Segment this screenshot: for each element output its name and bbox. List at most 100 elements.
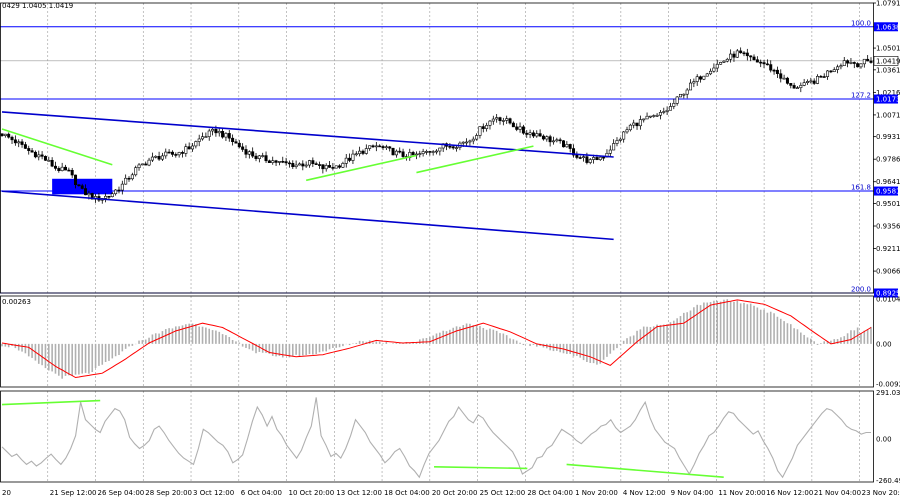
bull-candle — [565, 144, 569, 148]
price-tick-label: 0.9786 — [876, 156, 900, 164]
bull-candle — [344, 157, 348, 164]
bear-candle — [732, 53, 736, 58]
bull-candle — [652, 115, 656, 117]
bear-candle — [371, 145, 375, 148]
bull-candle — [725, 58, 729, 62]
bull-candle — [655, 114, 659, 117]
bull-candle — [414, 153, 418, 156]
macd-header: 0.00263 — [2, 298, 31, 306]
bear-candle — [515, 126, 519, 130]
bear-candle — [64, 166, 68, 171]
price-panel[interactable]: 100.0 127.2 161.8 200.0 — [0, 19, 873, 294]
time-label: 16 Nov 12:00 — [766, 489, 813, 497]
bull-candle — [598, 156, 602, 161]
bear-candle — [33, 151, 37, 158]
bull-candle — [164, 151, 168, 157]
bear-candle — [562, 140, 566, 148]
cci-panel[interactable] — [1, 397, 871, 479]
bull-candle — [672, 103, 676, 107]
price-tick-label: 0.9211 — [876, 245, 900, 253]
bull-candle — [418, 153, 422, 155]
bear-candle — [381, 146, 385, 149]
bull-candle — [491, 118, 495, 122]
cci-tick-label: 0.00 — [876, 435, 892, 443]
bull-candle — [722, 60, 726, 63]
bear-candle — [221, 130, 225, 138]
bull-candle — [505, 118, 509, 121]
bull-candle — [307, 160, 311, 166]
bull-candle — [438, 147, 442, 152]
bear-candle — [541, 135, 545, 140]
bear-candle — [231, 137, 235, 143]
macd-panel[interactable] — [1, 299, 872, 379]
bull-candle — [528, 132, 532, 135]
bull-candle — [689, 82, 693, 91]
bear-candle — [0, 133, 4, 136]
bear-candle — [866, 58, 870, 62]
bear-candle — [13, 139, 17, 144]
bull-candle — [842, 60, 846, 66]
bull-candle — [608, 149, 612, 154]
bear-candle — [789, 83, 793, 86]
bull-candle — [795, 87, 799, 90]
bull-candle — [535, 133, 539, 137]
bull-candle — [207, 130, 211, 137]
bull-candle — [839, 65, 843, 68]
bear-candle — [401, 151, 405, 157]
bear-candle — [525, 132, 529, 135]
bear-candle — [812, 80, 816, 84]
bear-candle — [90, 193, 94, 200]
time-label: 21 Nov 04:00 — [814, 489, 861, 497]
bear-candle — [745, 52, 749, 57]
bull-candle — [358, 150, 362, 155]
macd-tick-label: 0.00 — [876, 340, 892, 348]
bear-candle — [749, 55, 753, 58]
bull-candle — [17, 141, 21, 144]
time-label: 23 Nov 20:00 — [862, 489, 900, 497]
fib-level-label: 127.2 — [851, 92, 871, 100]
bear-candle — [869, 60, 873, 63]
bull-candle — [809, 80, 813, 83]
bull-candle — [211, 129, 215, 132]
bear-candle — [635, 122, 639, 127]
ohlc-header: 0429 1.0405 1.0419 — [2, 2, 73, 10]
bear-candle — [127, 177, 131, 180]
time-label: 28 Oct 04:00 — [527, 489, 573, 497]
price-tick-label: 1.0216 — [876, 89, 900, 97]
bull-candle — [374, 145, 378, 148]
bear-candle — [301, 163, 305, 167]
bull-candle — [518, 126, 522, 130]
bull-candle — [678, 93, 682, 98]
bear-candle — [27, 148, 31, 151]
bull-candle — [612, 143, 616, 151]
bull-candle — [465, 141, 469, 144]
bear-candle — [187, 146, 191, 150]
bear-candle — [274, 160, 278, 163]
bull-candle — [194, 141, 198, 147]
bear-candle — [852, 62, 856, 64]
bull-candle — [682, 93, 686, 96]
time-label: 20 Oct 20:00 — [432, 489, 478, 497]
bull-candle — [665, 109, 669, 112]
bear-candle — [846, 60, 850, 64]
grid — [47, 3, 860, 482]
bull-candle — [47, 159, 51, 162]
bear-candle — [77, 184, 81, 187]
bull-candle — [645, 115, 649, 120]
bear-candle — [264, 155, 268, 162]
bull-candle — [384, 146, 388, 149]
bull-candle — [134, 167, 138, 176]
time-label: 26 Sep 04:00 — [98, 489, 145, 497]
price-tag — [874, 288, 898, 298]
bear-candle — [20, 141, 24, 145]
time-label: 4 Nov 12:00 — [623, 489, 666, 497]
bull-candle — [862, 58, 866, 65]
cci-divergence-line — [1, 399, 101, 406]
bull-candle — [668, 106, 672, 111]
bull-candle — [461, 141, 465, 144]
price-tag-label: 1.0419 — [876, 57, 900, 65]
bear-candle — [331, 167, 335, 169]
bear-candle — [291, 162, 295, 167]
bear-candle — [237, 142, 241, 148]
